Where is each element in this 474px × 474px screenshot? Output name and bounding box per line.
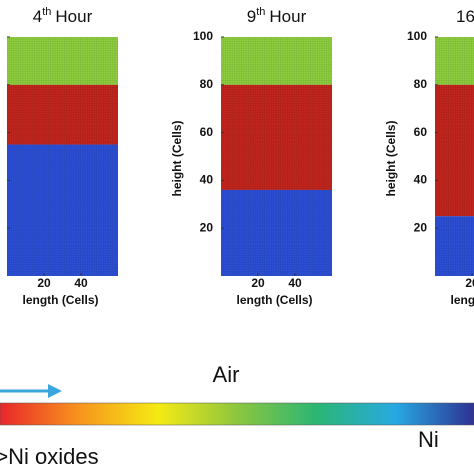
panel-title: 9th Hour bbox=[247, 6, 307, 27]
x-tick-label: 20 bbox=[465, 276, 474, 290]
x-tick-label: 40 bbox=[288, 276, 302, 290]
y-axis-label: height (Cells) bbox=[384, 120, 398, 196]
y-tick-label: 40 bbox=[200, 173, 214, 187]
title-number: 9 bbox=[247, 7, 256, 26]
title-number: 4 bbox=[33, 7, 42, 26]
title-suffix: th bbox=[256, 6, 265, 18]
title-suffix: th bbox=[42, 6, 51, 18]
x-tick-label: 20 bbox=[251, 276, 265, 290]
y-tick-label: 80 bbox=[414, 77, 428, 91]
y-tick-label: 60 bbox=[200, 125, 214, 139]
panel-title: 4th Hour bbox=[33, 6, 93, 27]
cell-grid bbox=[221, 37, 332, 276]
colorbar-left-label: ->Ni oxides bbox=[0, 444, 99, 469]
title-number: 16 bbox=[456, 7, 474, 26]
panel-title: 16thHour bbox=[456, 6, 474, 27]
title-rest: Hour bbox=[269, 7, 306, 26]
x-axis-label: length (Cells) bbox=[450, 293, 474, 307]
arrow-head bbox=[48, 384, 62, 398]
x-axis-label: length (Cells) bbox=[22, 293, 98, 307]
y-tick-label: 60 bbox=[414, 125, 428, 139]
y-axis-label: height (Cells) bbox=[170, 120, 184, 196]
y-tick-label: 80 bbox=[200, 77, 214, 91]
y-tick-label: 100 bbox=[407, 29, 427, 43]
colorbar bbox=[0, 402, 474, 426]
y-tick-label: 40 bbox=[414, 173, 428, 187]
cell-grid bbox=[435, 37, 474, 276]
x-axis-label: length (Cells) bbox=[236, 293, 312, 307]
title-rest: Hour bbox=[55, 7, 92, 26]
y-tick-label: 20 bbox=[414, 220, 428, 234]
x-tick-label: 40 bbox=[74, 276, 88, 290]
y-tick-label: 100 bbox=[193, 29, 213, 43]
colorbar-right-label: Ni bbox=[418, 427, 439, 452]
cell-grid bbox=[7, 37, 118, 276]
y-tick-label: 20 bbox=[200, 220, 214, 234]
x-tick-label: 20 bbox=[37, 276, 51, 290]
colorbar-top-label: Air bbox=[213, 362, 240, 387]
